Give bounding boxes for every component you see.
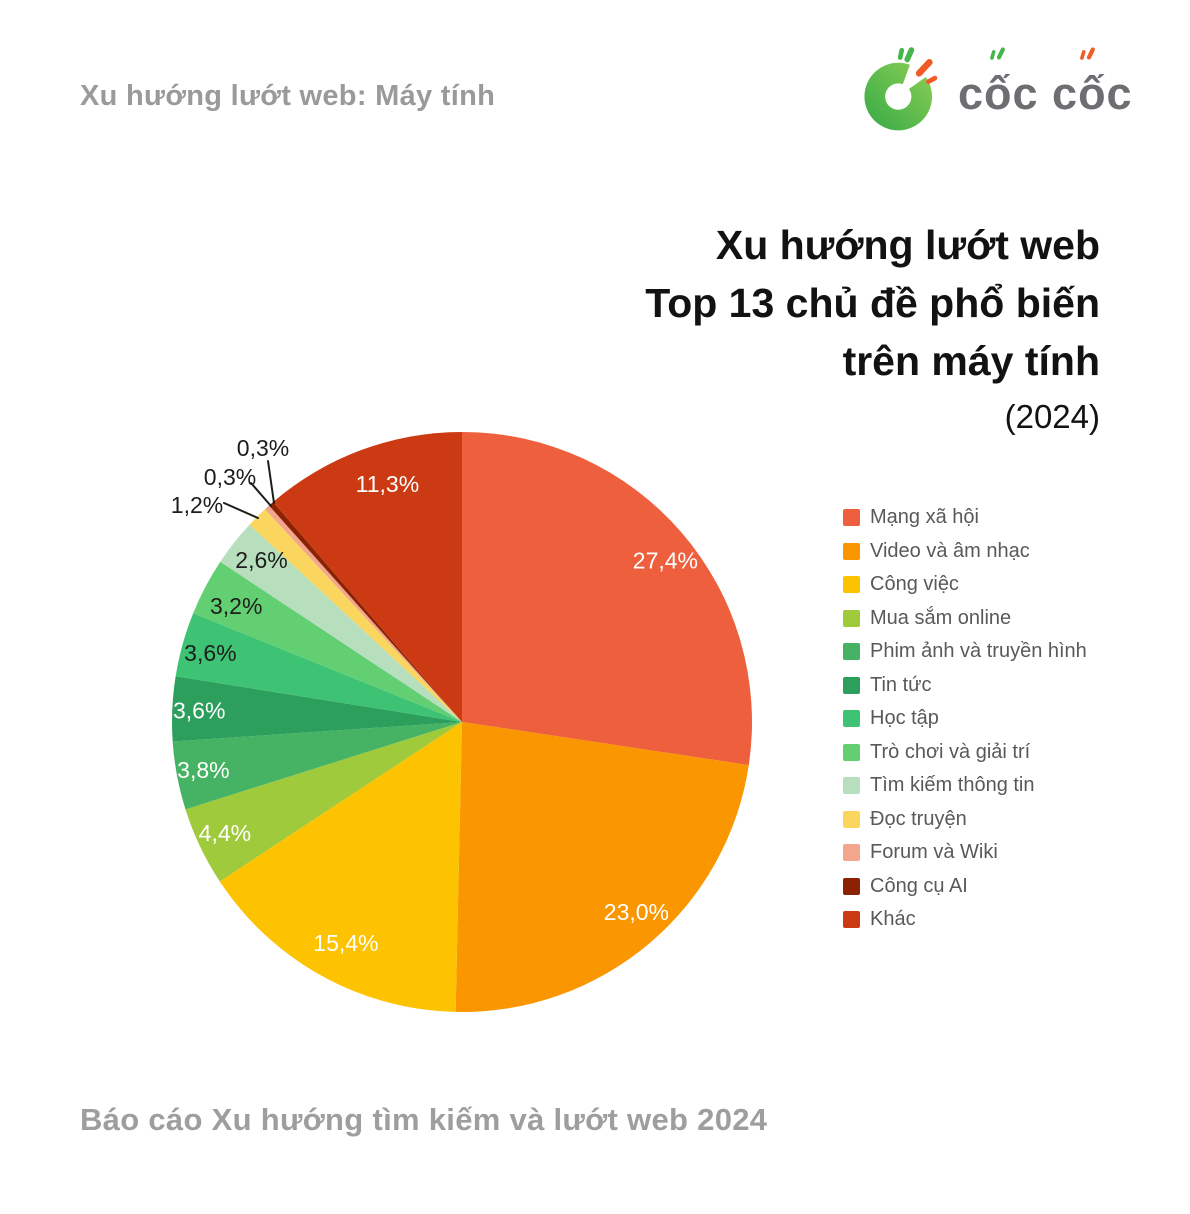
- pie-slice-10: [249, 509, 462, 722]
- pie-slice-1: [462, 432, 752, 766]
- legend-item-9: Tìm kiếm thông tin: [843, 769, 1087, 803]
- legend-item-11: Forum và Wiki: [843, 836, 1087, 870]
- chart-title-line3: trên máy tính: [842, 338, 1100, 384]
- chart-title-year: (2024): [1004, 398, 1100, 435]
- pie-slice-8: [193, 561, 463, 722]
- legend-item-3: Công việc: [843, 568, 1087, 602]
- legend-swatch-icon: [843, 643, 860, 661]
- legend-swatch-icon: [843, 609, 860, 627]
- pie-slice-3: [219, 722, 462, 1012]
- legend-item-12: Công cụ AI: [843, 870, 1087, 904]
- chart-title: Xu hướng lướt web Top 13 chủ đề phổ biến…: [645, 216, 1100, 436]
- pie-label-4: 4,4%: [199, 820, 251, 846]
- legend-swatch-icon: [843, 710, 860, 728]
- pie-slice-12: [269, 501, 462, 722]
- legend-item-13: Khác: [843, 903, 1087, 937]
- chart-title-line1: Xu hướng lướt web: [715, 222, 1100, 268]
- pie-label-8: 3,2%: [210, 593, 262, 619]
- legend-label: Video và âm nhạc: [870, 539, 1030, 562]
- pie-label-2: 23,0%: [604, 899, 669, 925]
- legend-swatch-icon: [843, 810, 860, 828]
- pie-slice-7: [175, 613, 462, 722]
- logo-spark-green-icon: [990, 47, 1005, 60]
- legend-swatch-icon: [843, 743, 860, 761]
- leader-line-10: [223, 502, 259, 519]
- pie-label-6: 3,6%: [173, 697, 225, 723]
- leader-line-12: [267, 460, 275, 504]
- legend-swatch-icon: [843, 844, 860, 862]
- logo-spark-orange-icon: [1080, 47, 1095, 60]
- legend-item-10: Đọc truyện: [843, 803, 1087, 837]
- legend-item-1: Mạng xã hội: [843, 501, 1087, 535]
- legend-item-6: Tin tức: [843, 669, 1087, 703]
- page-subtitle: Xu hướng lướt web: Máy tính: [80, 80, 496, 112]
- pie-label-5: 3,8%: [177, 757, 229, 783]
- legend-label: Khác: [870, 908, 916, 931]
- legend-item-2: Video và âm nhạc: [843, 535, 1087, 569]
- legend-swatch-icon: [843, 911, 860, 929]
- legend-item-4: Mua sắm online: [843, 602, 1087, 636]
- legend-label: Forum và Wiki: [870, 841, 998, 864]
- legend-swatch-icon: [843, 777, 860, 795]
- legend-swatch-icon: [843, 509, 860, 527]
- pie-label-13: 11,3%: [356, 471, 420, 497]
- legend-swatch-icon: [843, 877, 860, 895]
- legend-label: Học tập: [870, 707, 939, 730]
- footer-caption: Báo cáo Xu hướng tìm kiếm và lướt web 20…: [80, 1102, 768, 1137]
- legend-swatch-icon: [843, 542, 860, 560]
- legend-label: Công cụ AI: [870, 874, 968, 897]
- pie-slice-11: [264, 505, 462, 722]
- legend-item-8: Trò chơi và giải trí: [843, 736, 1087, 770]
- pie-label-1: 27,4%: [633, 548, 698, 574]
- legend-item-5: Phim ảnh và truyền hình: [843, 635, 1087, 669]
- coccoc-logo: cốc cốc: [860, 44, 1140, 131]
- legend-swatch-icon: [843, 576, 860, 594]
- legend-label: Mạng xã hội: [870, 506, 979, 529]
- legend-item-7: Học tập: [843, 702, 1087, 736]
- pie-label-10: 1,2%: [171, 492, 223, 518]
- legend-label: Tin tức: [870, 673, 932, 696]
- pie-slice-13: [273, 431, 462, 722]
- legend-label: Phim ảnh và truyền hình: [870, 640, 1087, 663]
- legend-label: Đọc truyện: [870, 807, 967, 830]
- legend-label: Mua sắm online: [870, 606, 1012, 629]
- legend-label: Tìm kiếm thông tin: [870, 774, 1035, 797]
- legend-swatch-icon: [843, 676, 860, 694]
- coccoc-logo-text: cốc cốc: [958, 68, 1133, 119]
- legend-label: Trò chơi và giải trí: [870, 740, 1031, 763]
- pie-slice-6: [171, 676, 462, 742]
- chart-title-line2: Top 13 chủ đề phổ biến: [645, 280, 1100, 326]
- leader-line-11: [250, 482, 272, 507]
- pie-label-11: 0,3%: [204, 464, 256, 490]
- legend-label: Công việc: [870, 573, 959, 596]
- pie-label-7: 3,6%: [184, 640, 236, 666]
- pie-slice-9: [220, 524, 462, 722]
- pie-slice-2: [455, 722, 749, 1012]
- chart-legend: Mạng xã hội Video và âm nhạc Công việc Mua …: [843, 501, 1087, 937]
- pie-slice-4: [185, 722, 462, 882]
- pie-label-9: 2,6%: [235, 547, 287, 573]
- pie-slice-5: [172, 722, 462, 810]
- pie-label-12: 0,3%: [237, 435, 289, 461]
- pie-label-3: 15,4%: [313, 930, 378, 956]
- coccoc-logo-icon: [864, 47, 941, 131]
